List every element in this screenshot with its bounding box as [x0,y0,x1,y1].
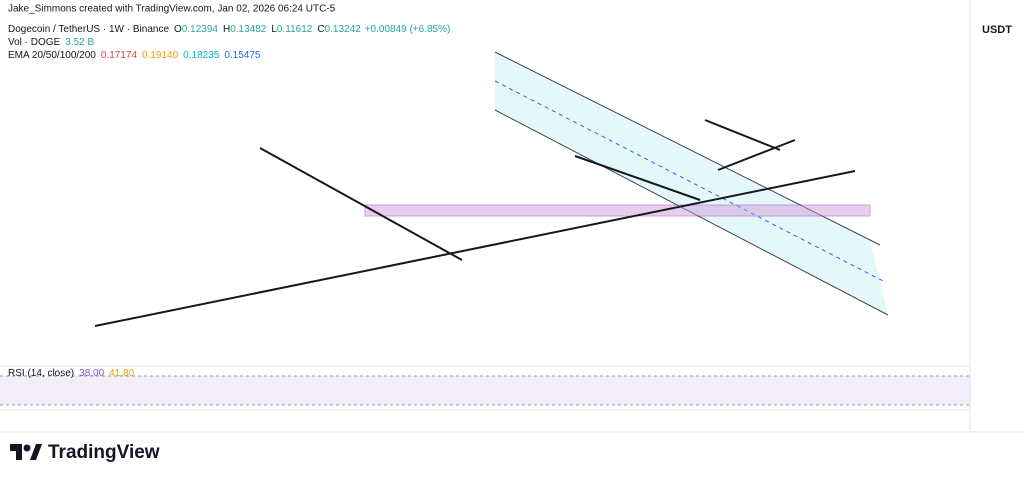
change: +0.00849 (+6.85%) [365,24,451,35]
volume-label: Vol · DOGE [8,37,61,48]
ohlc-value: 0.13242 [325,24,362,35]
currency: USDT [982,24,1012,36]
channel-line [494,109,889,316]
price-axis-bg [970,0,1024,430]
volume-line: Vol · DOGE 3.52 B [8,37,94,48]
rsi-value: 38.00 [79,368,104,379]
ema-label: EMA 20/50/100/200 [8,50,96,61]
ema-value: 0.18235 [183,50,220,61]
logo-mark [30,444,42,460]
ema-value: 0.15475 [224,50,261,61]
symbol: Dogecoin / TetherUS · 1W · Binance [8,24,169,35]
ohlc-label: H [223,24,230,35]
rsi-legend: RSI (14, close) 38.00 41.80 [8,368,135,379]
support-zone [364,204,871,217]
channel-line [494,51,881,246]
ohlc-value: 0.11612 [277,24,313,35]
logo [10,444,42,460]
trendline [717,139,796,171]
channel-midline [494,80,886,283]
channel-fill [495,52,888,315]
symbol-line: Dogecoin / TetherUS · 1W · Binance O0.123… [8,24,450,35]
ohlc-label: O [174,24,182,35]
ohlc-label: C [317,24,324,35]
trendline [94,170,856,327]
trendline [259,147,463,261]
logo-mark [16,444,22,460]
ohlc-label: L [271,24,277,35]
rsi-ma-value: 41.80 [109,368,134,379]
credit: Jake_Simmons created with TradingView.co… [8,4,336,15]
trendline [574,155,701,201]
rsi-band [0,376,970,405]
volume-value: 3.52 B [65,37,94,48]
trendline [704,119,781,151]
ohlc-value: 0.13482 [230,24,267,35]
brand: TradingView [48,442,160,463]
rsi-label: RSI (14, close) [8,368,74,379]
ema-value: 0.19140 [142,50,179,61]
logo-mark [23,444,31,452]
ema-value: 0.17174 [101,50,138,61]
ohlc-value: 0.12394 [182,24,219,35]
ema-line: EMA 20/50/100/200 0.17174 0.19140 0.18235 0.… [8,50,261,61]
